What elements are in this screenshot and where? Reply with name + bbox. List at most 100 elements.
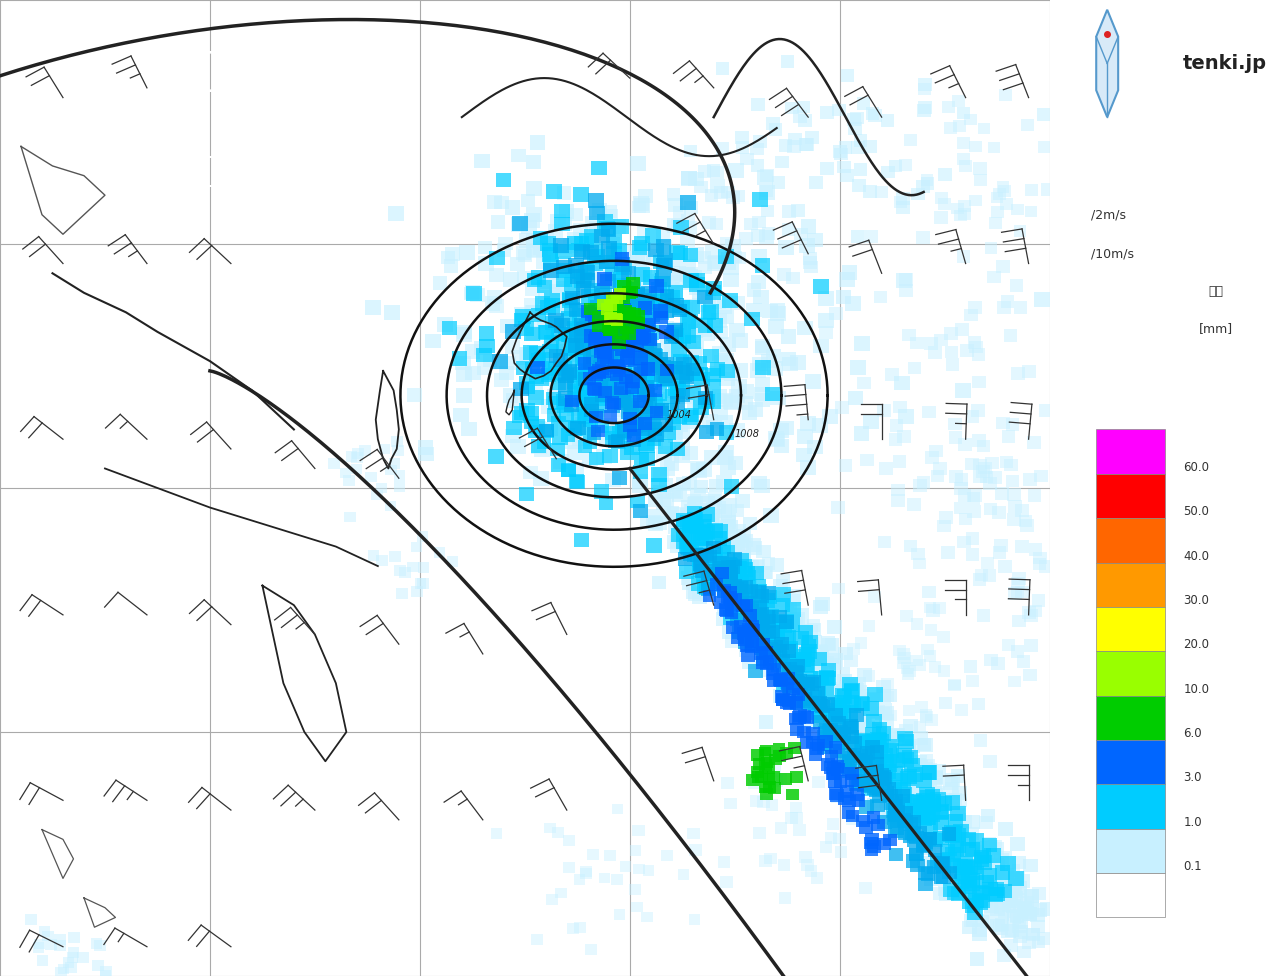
Bar [852,725,865,737]
Bar [593,296,608,309]
Bar [575,417,590,431]
Bar [531,439,547,454]
Bar [755,392,771,407]
Bar [692,511,707,525]
Bar [846,809,859,822]
Bar [664,339,680,353]
Bar [668,428,684,443]
Bar [717,601,732,615]
Bar [567,314,582,329]
Bar [604,850,616,861]
Bar [983,755,997,768]
Bar [730,535,745,549]
Bar [1004,459,1018,471]
Bar [861,706,876,718]
Bar [667,219,682,233]
Bar [933,887,947,900]
Bar [591,161,607,176]
Bar [924,809,938,822]
Bar [965,458,979,470]
Bar [950,816,964,830]
Bar [920,711,933,722]
Bar [572,341,588,355]
Bar [966,505,980,517]
Bar [900,770,915,784]
Bar [879,793,893,806]
Bar [964,863,979,876]
Bar [874,291,887,304]
Bar [600,376,617,390]
Bar [749,559,764,573]
Bar [859,745,873,758]
Bar [842,679,856,692]
Bar [724,635,739,648]
Bar [667,284,684,299]
Bar [964,914,978,926]
Bar [564,398,579,412]
Bar [617,368,632,382]
Bar [645,228,662,243]
Bar [928,802,943,816]
Bar [590,304,605,318]
Bar [950,867,965,881]
Bar [823,704,837,717]
Bar [561,365,577,380]
Bar [966,492,980,505]
Bar [588,849,599,860]
Bar [924,338,938,350]
Bar [588,367,603,381]
Bar [549,287,566,302]
Bar [703,305,719,319]
Bar [653,305,669,320]
Bar [890,780,902,793]
Bar [973,162,987,175]
Bar [630,417,644,430]
Bar [838,460,852,472]
Bar [653,375,667,388]
Bar [778,859,790,871]
Bar [864,779,878,793]
Bar [977,439,991,452]
Bar [677,537,692,550]
Bar [623,307,636,320]
Bar [581,397,595,411]
Bar [710,166,724,179]
Bar [824,694,838,708]
Bar [888,750,902,763]
Bar [568,385,584,399]
Bar [956,106,970,119]
Bar [520,376,535,390]
Bar [913,479,927,492]
Bar [809,749,822,761]
Bar [893,645,906,657]
Bar [762,227,776,240]
Bar [687,512,703,527]
Bar [755,378,771,392]
Bar [831,502,845,514]
Bar [796,448,812,463]
Bar [689,588,703,601]
Bar [819,735,833,748]
Bar [500,356,516,371]
Bar [695,545,712,559]
Bar [781,329,796,344]
Bar [666,327,682,342]
Bar [521,220,536,234]
Bar [385,465,397,475]
Bar [598,336,613,349]
Bar [563,341,580,355]
Bar [687,545,703,558]
Bar [594,251,609,264]
Bar [716,567,728,580]
Bar [669,266,686,281]
Bar [888,806,904,821]
Bar [899,724,913,737]
Bar [722,626,737,639]
Bar [641,431,657,446]
Bar [781,637,796,651]
Bar [763,656,777,670]
Bar [1007,872,1023,885]
Bar [911,761,924,774]
Bar [842,755,856,769]
Bar [886,803,901,818]
